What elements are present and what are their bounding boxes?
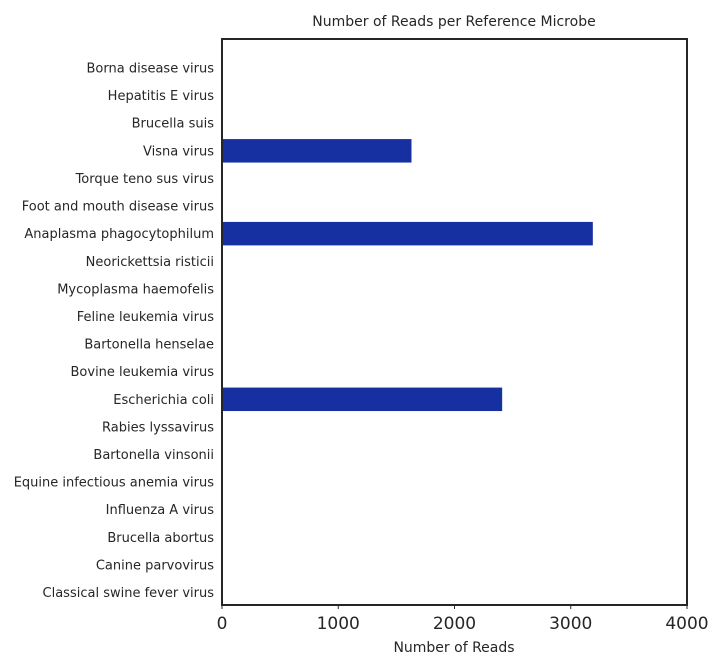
- category-label: Bovine leukemia virus: [71, 365, 215, 380]
- category-label: Equine infectious anemia virus: [14, 476, 215, 491]
- category-label: Neorickettsia risticii: [86, 255, 214, 270]
- category-label: Classical swine fever virus: [43, 586, 215, 601]
- category-label: Visna virus: [143, 144, 214, 159]
- x-tick-label: 4000: [665, 614, 708, 634]
- category-label: Mycoplasma haemofelis: [57, 282, 214, 297]
- category-label: Brucella suis: [132, 117, 215, 132]
- x-tick-label: 2000: [433, 614, 476, 634]
- category-label: Canine parvovirus: [96, 558, 214, 573]
- category-label: Bartonella henselae: [84, 338, 214, 353]
- bars-group: [222, 139, 593, 412]
- category-label: Foot and mouth disease virus: [22, 200, 214, 215]
- category-label: Anaplasma phagocytophilum: [24, 227, 214, 242]
- category-labels: Borna disease virus Hepatitis E virus Bruc…: [14, 61, 215, 601]
- x-axis-ticks: 0 1000 2000 3000 4000: [217, 605, 709, 634]
- category-label: Torque teno sus virus: [75, 172, 215, 187]
- x-tick-label: 1000: [317, 614, 360, 634]
- chart-title: Number of Reads per Reference Microbe: [312, 14, 595, 30]
- category-label: Rabies lyssavirus: [102, 420, 214, 435]
- bar: [222, 221, 593, 246]
- category-label: Borna disease virus: [87, 61, 215, 76]
- bar: [222, 139, 412, 163]
- category-label: Hepatitis E virus: [108, 89, 215, 104]
- category-label: Escherichia coli: [113, 393, 214, 408]
- bar: [222, 387, 503, 412]
- plot-frame: [221, 38, 688, 606]
- category-label: Influenza A virus: [106, 503, 215, 518]
- x-tick-label: 0: [217, 614, 228, 634]
- category-label: Feline leukemia virus: [77, 310, 215, 325]
- x-axis-label: Number of Reads: [393, 640, 514, 656]
- category-label: Bartonella vinsonii: [93, 448, 214, 463]
- category-label: Brucella abortus: [107, 531, 214, 546]
- x-tick-label: 3000: [549, 614, 592, 634]
